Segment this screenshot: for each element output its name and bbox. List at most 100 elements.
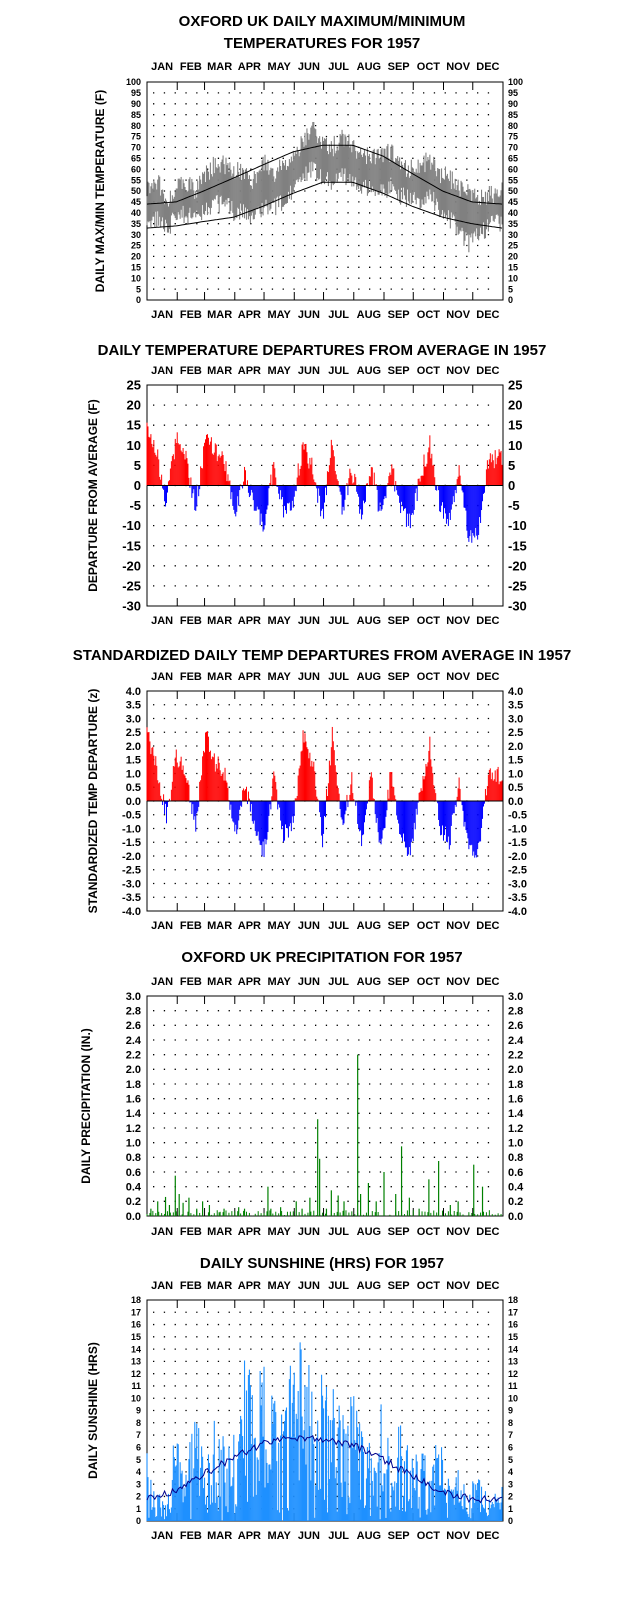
y-tick-label-right: 40 bbox=[508, 208, 518, 218]
month-label-bottom: NOV bbox=[446, 615, 471, 627]
month-label-bottom: MAY bbox=[267, 1530, 291, 1542]
month-label-top: NOV bbox=[446, 365, 471, 377]
month-label-bottom: APR bbox=[238, 309, 261, 321]
chart-title: TEMPERATURES FOR 1957 bbox=[224, 35, 420, 52]
y-tick-label-right: 65 bbox=[508, 153, 518, 163]
y-tick-label-left: -2.5 bbox=[122, 865, 141, 877]
y-tick-label-right: 13 bbox=[508, 1357, 518, 1367]
y-tick-label-left: 1.8 bbox=[126, 1079, 141, 1091]
month-label-bottom: OCT bbox=[417, 615, 441, 627]
y-tick-label-left: -15 bbox=[122, 538, 141, 553]
y-tick-label-left: 2.5 bbox=[126, 727, 141, 739]
y-tick-label-left: -4.0 bbox=[122, 906, 141, 918]
month-label-bottom: MAR bbox=[207, 1226, 232, 1238]
y-tick-label-right: -25 bbox=[508, 578, 527, 593]
month-label-bottom: JUL bbox=[328, 309, 349, 321]
month-label-top: MAY bbox=[267, 61, 291, 73]
y-tick-label-right: -20 bbox=[508, 558, 527, 573]
y-axis-title: DAILY PRECIPITATION (IN.) bbox=[79, 1028, 93, 1184]
month-label-bottom: MAR bbox=[207, 309, 232, 321]
month-label-bottom: JAN bbox=[151, 920, 173, 932]
month-label-top: APR bbox=[238, 976, 261, 988]
y-tick-label-right: 2.0 bbox=[508, 741, 523, 753]
y-tick-label-left: 3.5 bbox=[126, 700, 141, 712]
month-label-bottom: AUG bbox=[357, 1226, 381, 1238]
y-tick-label-left: 70 bbox=[131, 143, 141, 153]
chart-panel-3: STANDARDIZED DAILY TEMP DEPARTURES FROM … bbox=[73, 647, 571, 932]
y-tick-label-left: 90 bbox=[131, 99, 141, 109]
month-label-top: OCT bbox=[417, 671, 441, 683]
y-tick-label-right: 2.2 bbox=[508, 1050, 523, 1062]
month-label-top: JAN bbox=[151, 671, 173, 683]
y-tick-label-right: 35 bbox=[508, 219, 518, 229]
y-tick-label-left: 40 bbox=[131, 208, 141, 218]
month-label-bottom: MAR bbox=[207, 920, 232, 932]
month-label-bottom: MAY bbox=[267, 615, 291, 627]
month-label-top: NOV bbox=[446, 1280, 471, 1292]
month-label-top: JUN bbox=[298, 976, 320, 988]
month-label-bottom: NOV bbox=[446, 1226, 471, 1238]
y-tick-label-right: 11 bbox=[508, 1381, 518, 1391]
month-label-bottom: JUN bbox=[298, 309, 320, 321]
month-label-top: MAR bbox=[207, 61, 232, 73]
chart-title: OXFORD UK DAILY MAXIMUM/MINIMUM bbox=[179, 13, 466, 30]
y-tick-label-right: 70 bbox=[508, 143, 518, 153]
month-label-bottom: DEC bbox=[476, 1226, 499, 1238]
month-label-bottom: JAN bbox=[151, 1226, 173, 1238]
y-tick-label-right: 60 bbox=[508, 164, 518, 174]
month-label-bottom: JUL bbox=[328, 615, 349, 627]
y-tick-label-right: 18 bbox=[508, 1295, 518, 1305]
y-tick-label-left: -0.5 bbox=[122, 810, 141, 822]
y-tick-label-right: 1.6 bbox=[508, 1094, 523, 1106]
month-label-top: OCT bbox=[417, 61, 441, 73]
y-tick-label-left: 30 bbox=[131, 230, 141, 240]
plot-frame bbox=[146, 384, 504, 607]
y-tick-label-right: 17 bbox=[508, 1307, 518, 1317]
month-label-bottom: SEP bbox=[388, 920, 410, 932]
y-tick-label-left: -30 bbox=[122, 599, 141, 614]
y-tick-label-right: 0.0 bbox=[508, 1211, 523, 1223]
chart-panel-4: OXFORD UK PRECIPITATION FOR 1957 JAN JAN FE… bbox=[79, 949, 524, 1238]
month-label-bottom: JUL bbox=[328, 1226, 349, 1238]
y-tick-label-right: 45 bbox=[508, 197, 518, 207]
y-tick-label-left: -5 bbox=[129, 498, 141, 513]
month-label-bottom: DEC bbox=[476, 615, 499, 627]
month-label-bottom: SEP bbox=[388, 615, 410, 627]
y-tick-label-left: 55 bbox=[131, 175, 141, 185]
y-tick-label-right: 15 bbox=[508, 262, 518, 272]
y-tick-label-left: 100 bbox=[126, 77, 141, 87]
y-tick-label-left: -1.5 bbox=[122, 837, 141, 849]
y-tick-label-right: 1.0 bbox=[508, 768, 523, 780]
month-label-top: MAY bbox=[267, 1280, 291, 1292]
month-label-bottom: SEP bbox=[388, 1226, 410, 1238]
y-tick-label-left: 1.4 bbox=[126, 1108, 142, 1120]
month-label-bottom: OCT bbox=[417, 1530, 441, 1542]
month-label-top: DEC bbox=[476, 365, 499, 377]
y-tick-label-right: 15 bbox=[508, 1332, 518, 1342]
y-tick-label-right: -15 bbox=[508, 538, 527, 553]
month-label-top: FEB bbox=[180, 61, 202, 73]
data-marks bbox=[146, 422, 503, 543]
month-label-top: MAR bbox=[207, 671, 232, 683]
month-label-bottom: JUL bbox=[328, 1530, 349, 1542]
month-label-bottom: APR bbox=[238, 920, 261, 932]
y-tick-label-left: 0.0 bbox=[126, 796, 141, 808]
y-tick-label-right: 50 bbox=[508, 186, 518, 196]
y-tick-label-right: 7 bbox=[508, 1430, 513, 1440]
y-axis: -4.0 -4.0-3.5 -3.5-3.0 -3.0-2.5 -2.5-2.0 -2.0… bbox=[122, 686, 527, 918]
month-label-top: DEC bbox=[476, 976, 499, 988]
y-tick-label-right: 0.6 bbox=[508, 1167, 523, 1179]
y-tick-label-left: 1.6 bbox=[126, 1094, 141, 1106]
month-label-bottom: FEB bbox=[180, 615, 202, 627]
y-tick-label-right: 3.5 bbox=[508, 700, 523, 712]
y-tick-label-right: 4.0 bbox=[508, 686, 523, 698]
y-tick-label-left: 15 bbox=[131, 1332, 141, 1342]
y-axis-title: DEPARTURE FROM AVERAGE (F) bbox=[86, 399, 100, 591]
month-label-bottom: SEP bbox=[388, 309, 410, 321]
month-label-top: NOV bbox=[446, 976, 471, 988]
y-tick-label-left: 0.4 bbox=[126, 1182, 142, 1194]
month-label-bottom: AUG bbox=[357, 920, 381, 932]
y-axis-title: STANDARDIZED TEMP DEPARTURE (z) bbox=[86, 689, 100, 914]
y-tick-label-left: 11 bbox=[131, 1381, 141, 1391]
y-tick-label-right: 0.2 bbox=[508, 1196, 523, 1208]
